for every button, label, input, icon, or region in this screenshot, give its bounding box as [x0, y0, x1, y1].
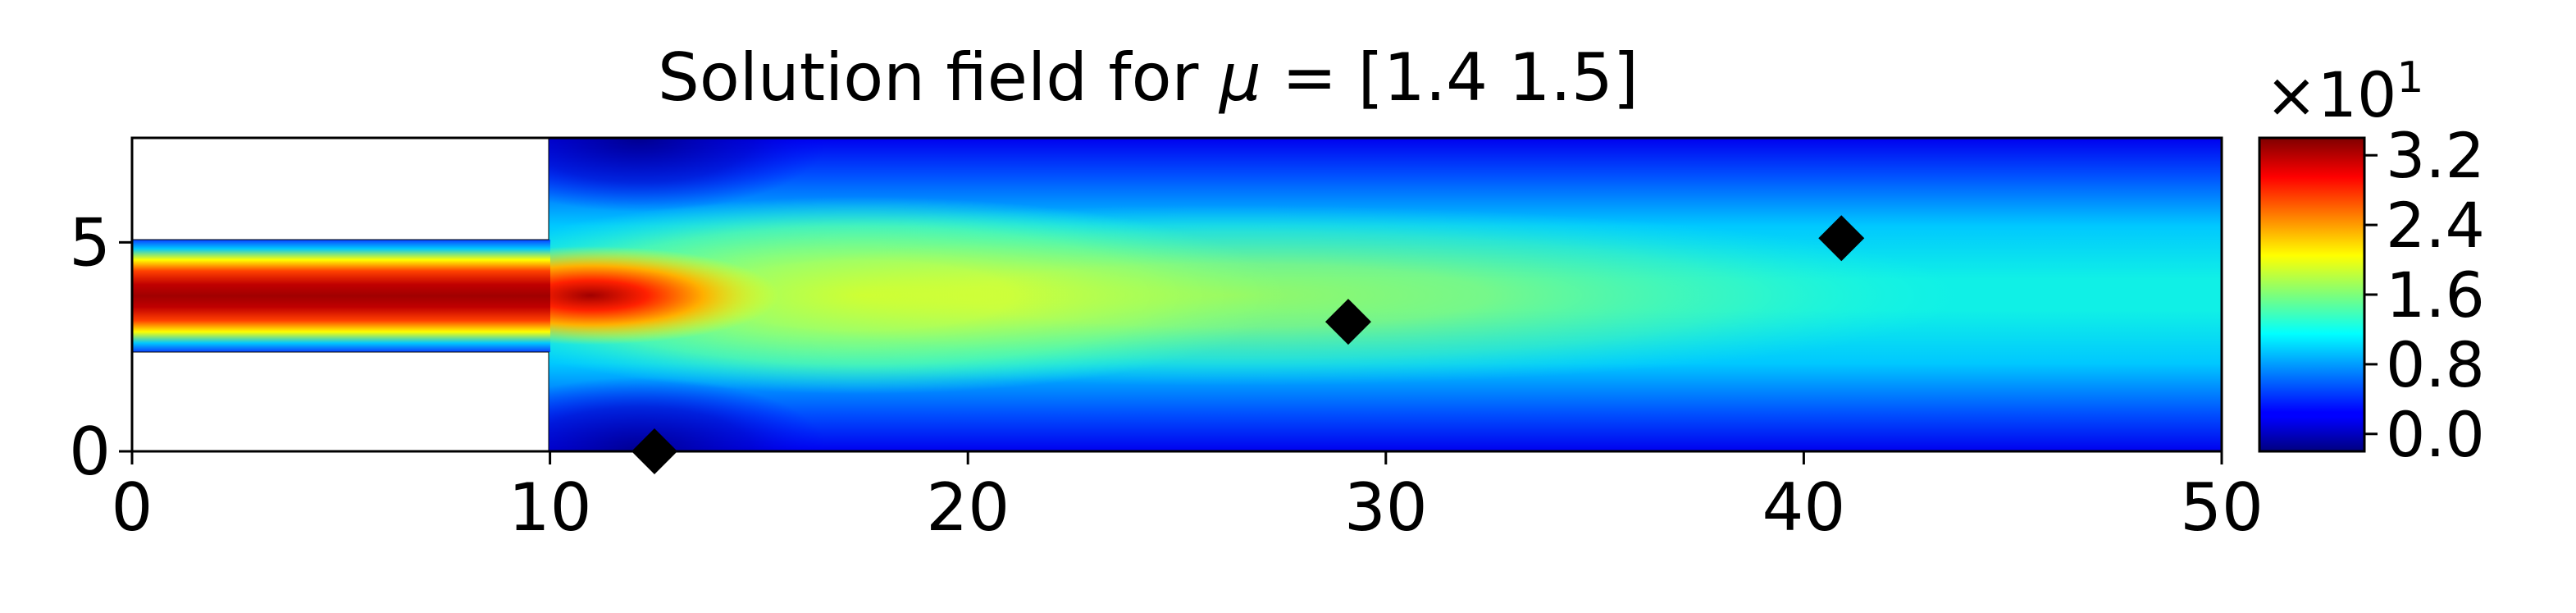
markers	[631, 215, 1865, 474]
colorbar-multiplier: ×101	[2265, 53, 2423, 131]
marker-diamond	[631, 428, 677, 474]
x-tick-label: 30	[1344, 469, 1428, 546]
x-tick-label: 10	[508, 469, 592, 546]
axes-frame	[130, 136, 2223, 453]
y-tick-label: 0	[69, 414, 111, 490]
colorbar-gradient	[2258, 136, 2366, 453]
expansion-field	[549, 138, 2222, 451]
marker-diamond	[1324, 299, 1371, 345]
x-tick-label: 20	[926, 469, 1010, 546]
x-tick-label: 40	[1762, 469, 1846, 546]
y-axis: 05	[69, 204, 132, 490]
marker-diamond	[1818, 215, 1865, 262]
y-tick-label: 5	[69, 204, 111, 281]
colorbar-tick-label: 0.8	[2386, 328, 2485, 401]
plot-area	[130, 136, 2223, 474]
colorbar-tick-label: 0.0	[2386, 398, 2485, 471]
colorbar-tick-label: 1.6	[2386, 258, 2485, 332]
inlet-field	[132, 240, 550, 352]
colorbar-ticks: 0.00.81.62.43.2	[2364, 119, 2485, 471]
x-tick-label: 50	[2180, 469, 2264, 546]
chart-title: Solution field for μ = [1.4 1.5]	[658, 39, 1639, 116]
colorbar: 0.00.81.62.43.2 ×101	[2258, 53, 2485, 471]
x-tick-label: 0	[112, 469, 153, 546]
colorbar-tick-label: 2.4	[2386, 189, 2485, 262]
colorbar-tick-label: 3.2	[2386, 119, 2485, 192]
x-axis: 0 10 20 30 40 50	[112, 451, 2264, 546]
